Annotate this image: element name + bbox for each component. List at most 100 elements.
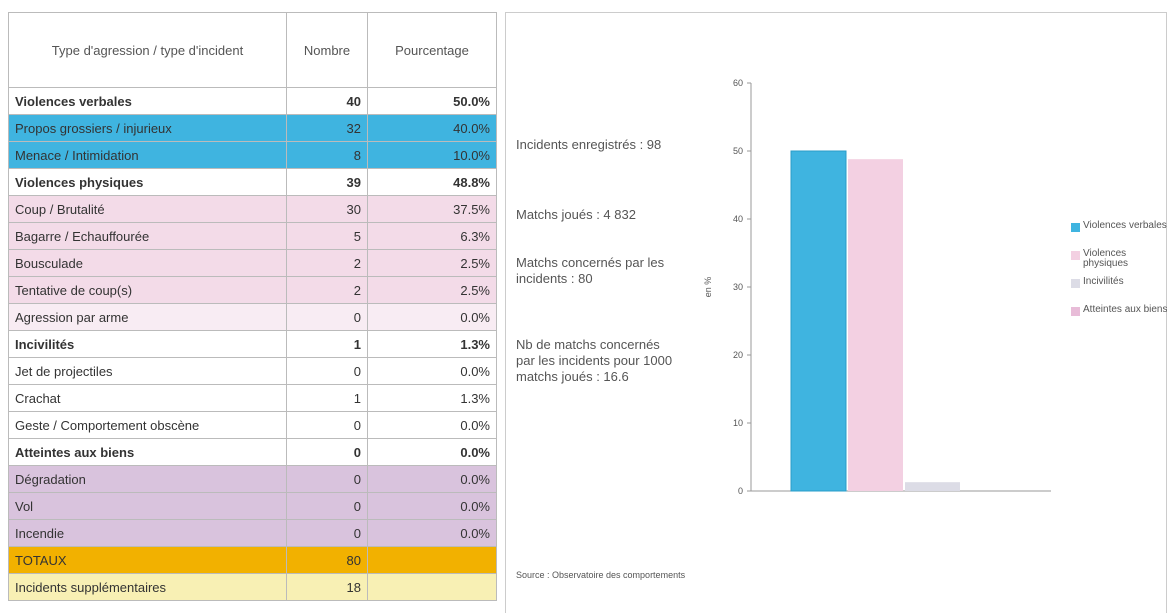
table-cell: 5 — [286, 222, 368, 250]
table-cell — [367, 573, 497, 601]
table-row: Violences physiques 39 48.8% — [8, 168, 497, 196]
table-cell: 0.0% — [367, 357, 497, 385]
legend-swatch — [1071, 279, 1080, 288]
table-cell: Crachat — [8, 384, 287, 412]
table-cell: 1.3% — [367, 330, 497, 358]
table-cell: 0 — [286, 465, 368, 493]
header-row: Type d'agression / type d'incident Nombr… — [8, 12, 497, 88]
table-row: Incendie 0 0.0% — [8, 519, 497, 547]
y-tick-label: 0 — [738, 486, 743, 496]
table-cell: 0 — [286, 411, 368, 439]
table-cell: Violences physiques — [8, 168, 287, 196]
header-cell: Nombre — [286, 12, 368, 88]
table-cell: Menace / Intimidation — [8, 141, 287, 169]
table-cell: 1.3% — [367, 384, 497, 412]
table-row: Violences verbales 40 50.0% — [8, 87, 497, 115]
table-cell: 6.3% — [367, 222, 497, 250]
legend-entry: Atteintes aux biens — [1071, 304, 1167, 316]
table-cell: 40.0% — [367, 114, 497, 142]
table-cell: 0.0% — [367, 519, 497, 547]
table-cell: Atteintes aux biens — [8, 438, 287, 466]
table-cell: Bousculade — [8, 249, 287, 277]
table-row: Tentative de coup(s) 2 2.5% — [8, 276, 497, 304]
table-cell: 0.0% — [367, 411, 497, 439]
table-cell: 80 — [286, 546, 368, 574]
bar — [790, 150, 847, 492]
table-row: Incivilités 1 1.3% — [8, 330, 497, 358]
table-row: Dégradation 0 0.0% — [8, 465, 497, 493]
chart: 0 10 20 30 40 50 60 en % — [703, 78, 1051, 496]
table-row: Propos grossiers / injurieux 32 40.0% — [8, 114, 497, 142]
table-cell: 18 — [286, 573, 368, 601]
legend-swatch — [1071, 307, 1080, 316]
table-row: Bagarre / Echauffourée 5 6.3% — [8, 222, 497, 250]
table-row: Crachat 1 1.3% — [8, 384, 497, 412]
legend-entry: Violences physiques — [1071, 249, 1167, 269]
table-cell: 0 — [286, 492, 368, 520]
incident-table: Type d'agression / type d'incident Nombr… — [8, 12, 497, 601]
bar — [848, 159, 903, 491]
info-text: Matchs joués : 4 832 — [516, 207, 636, 222]
table-cell: 39 — [286, 168, 368, 196]
table-cell: Violences verbales — [8, 87, 287, 115]
table-cell: 0 — [286, 357, 368, 385]
table-cell: 2.5% — [367, 276, 497, 304]
bar — [905, 482, 960, 491]
table-cell: 1 — [286, 330, 368, 358]
table-cell: 2 — [286, 249, 368, 277]
y-tick-label: 30 — [733, 282, 743, 292]
table-cell: 50.0% — [367, 87, 497, 115]
table-cell: 0.0% — [367, 465, 497, 493]
table-cell: 1 — [286, 384, 368, 412]
info-text: Matchs concernés par les incidents : 80 — [516, 255, 665, 286]
table-row: Vol 0 0.0% — [8, 492, 497, 520]
table-cell: 0.0% — [367, 438, 497, 466]
table-cell — [367, 546, 497, 574]
table-cell: 0 — [286, 519, 368, 547]
legend-label: Incivilités — [1083, 276, 1124, 287]
table-row: Menace / Intimidation 8 10.0% — [8, 141, 497, 169]
table-row: TOTAUX 80 — [8, 546, 497, 574]
header-cell: Pourcentage — [367, 12, 497, 88]
table-cell: 2 — [286, 276, 368, 304]
table-cell: Bagarre / Echauffourée — [8, 222, 287, 250]
table-cell: 0.0% — [367, 492, 497, 520]
table-cell: Geste / Comportement obscène — [8, 411, 287, 439]
table-cell: 10.0% — [367, 141, 497, 169]
y-tick-label: 60 — [733, 78, 743, 88]
table-cell: 32 — [286, 114, 368, 142]
table-row: Bousculade 2 2.5% — [8, 249, 497, 277]
y-tick-label: 20 — [733, 350, 743, 360]
chart-panel: Incidents enregistrés : 98 Matchs joués … — [505, 12, 1167, 613]
info-text: Incidents enregistrés : 98 — [516, 137, 662, 152]
legend-label: Violences verbales — [1083, 220, 1167, 231]
table-cell: Incivilités — [8, 330, 287, 358]
y-axis-label: en % — [703, 277, 713, 298]
legend-swatch — [1071, 223, 1080, 232]
table-cell: 30 — [286, 195, 368, 223]
y-tick-label: 40 — [733, 214, 743, 224]
header-cell: Type d'agression / type d'incident — [8, 12, 287, 88]
source: Source : Observatoire des comportements — [516, 570, 686, 580]
table-cell: 40 — [286, 87, 368, 115]
table-cell: Agression par arme — [8, 303, 287, 331]
table-cell: Propos grossiers / injurieux — [8, 114, 287, 142]
table-row: Coup / Brutalité 30 37.5% — [8, 195, 497, 223]
legend-label: Atteintes aux biens — [1083, 304, 1167, 315]
table-cell: 48.8% — [367, 168, 497, 196]
y-tick-label: 10 — [733, 418, 743, 428]
table-cell: Incidents supplémentaires — [8, 573, 287, 601]
table-row: Agression par arme 0 0.0% — [8, 303, 497, 331]
table-cell: Coup / Brutalité — [8, 195, 287, 223]
y-tick-label: 50 — [733, 146, 743, 156]
table-cell: Vol — [8, 492, 287, 520]
table-cell: 37.5% — [367, 195, 497, 223]
table-cell: 0 — [286, 438, 368, 466]
legend-swatch — [1071, 251, 1080, 260]
table-cell: Jet de projectiles — [8, 357, 287, 385]
table-cell: TOTAUX — [8, 546, 287, 574]
table-cell: 0.0% — [367, 303, 497, 331]
table-cell: 2.5% — [367, 249, 497, 277]
table-row: Jet de projectiles 0 0.0% — [8, 357, 497, 385]
